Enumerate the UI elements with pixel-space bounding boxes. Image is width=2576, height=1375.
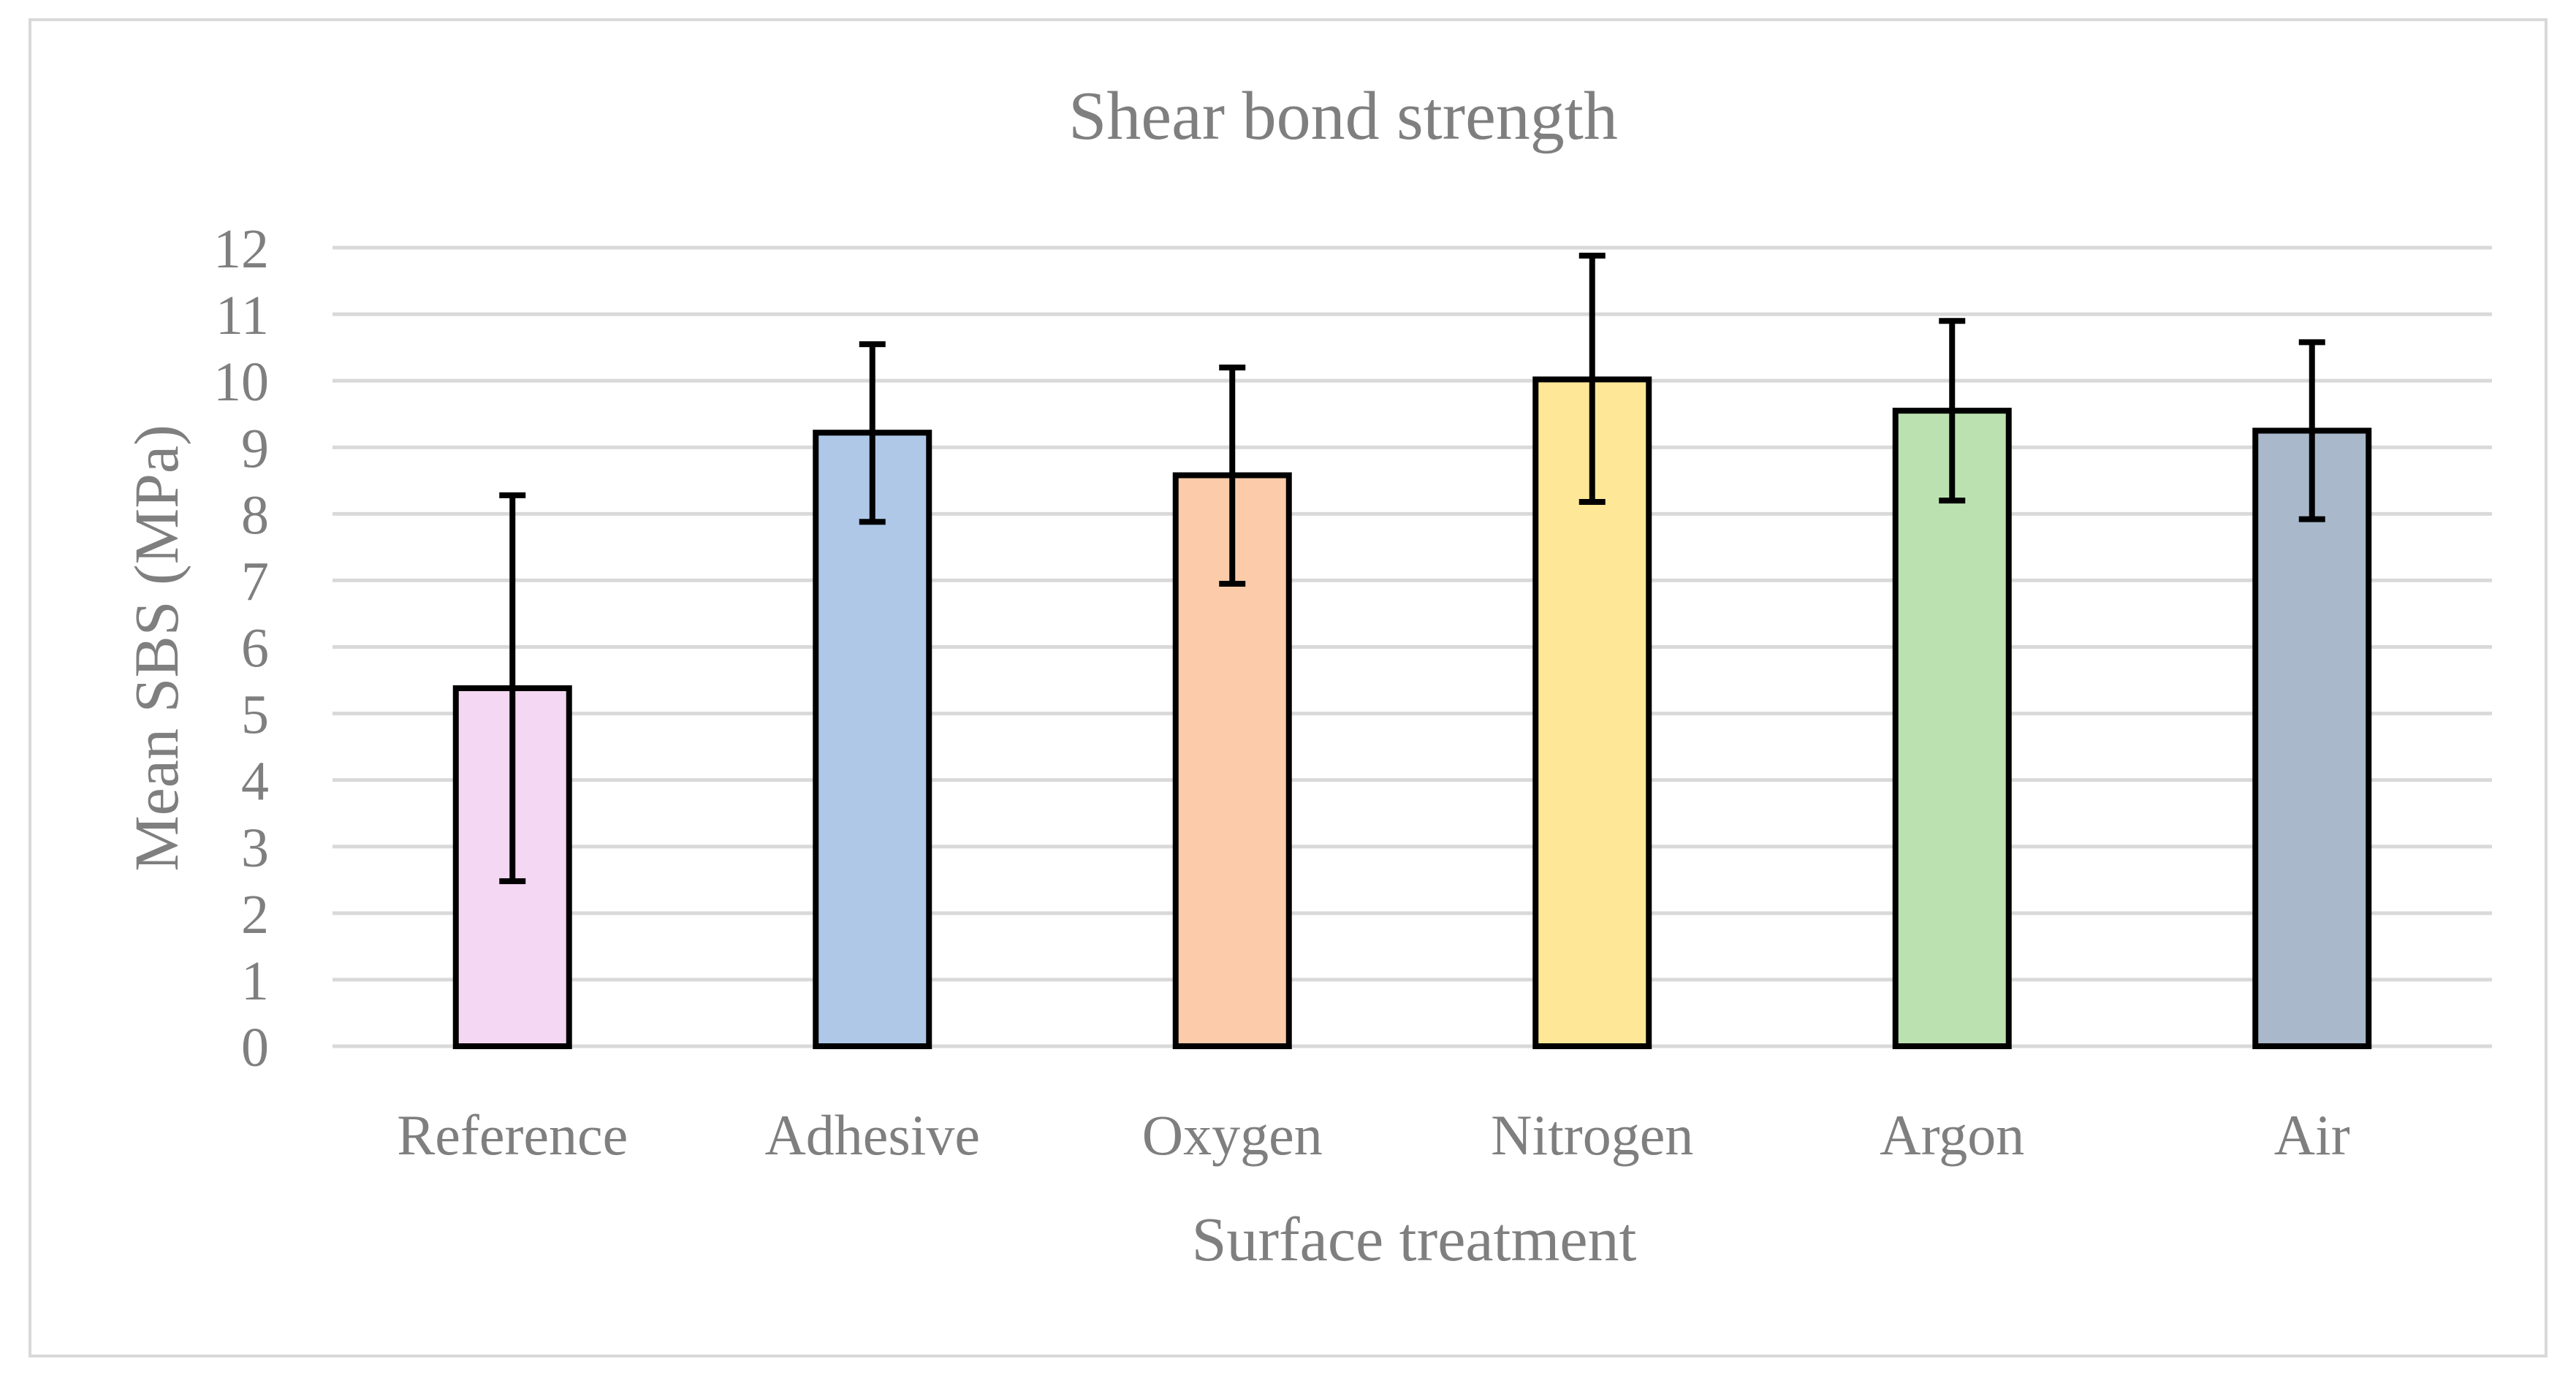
x-tick-label-oxygen: Oxygen xyxy=(1142,1103,1323,1167)
x-tick-label-adhesive: Adhesive xyxy=(764,1103,980,1167)
bar-adhesive xyxy=(813,430,932,1049)
y-tick-label-3: 3 xyxy=(241,818,269,879)
y-tick-label-1: 1 xyxy=(241,951,269,1012)
y-tick-label-8: 8 xyxy=(241,484,269,546)
gridlines xyxy=(333,245,2492,1048)
bar-argon xyxy=(1892,408,2012,1049)
y-tick-label-11: 11 xyxy=(216,285,269,346)
x-tick-label-argon: Argon xyxy=(1880,1103,2024,1167)
x-tick-label-nitrogen: Nitrogen xyxy=(1491,1103,1693,1167)
y-tick-label-4: 4 xyxy=(241,751,269,812)
x-axis-ticks: Reference Adhesive Oxygen Nitrogen Argon Air xyxy=(397,1103,2350,1167)
chart-title: Shear bond strength xyxy=(1068,78,1618,154)
y-tick-label-5: 5 xyxy=(241,685,269,746)
y-tick-label-0: 0 xyxy=(241,1017,269,1078)
y-tick-label-12: 12 xyxy=(213,218,269,280)
bar-air xyxy=(2252,427,2372,1049)
y-tick-label-10: 10 xyxy=(213,351,269,413)
y-tick-label-9: 9 xyxy=(241,418,269,479)
x-tick-label-air: Air xyxy=(2274,1103,2350,1167)
error-bars xyxy=(499,252,2325,885)
y-axis-label: Mean SBS (MPa) xyxy=(121,424,191,872)
y-tick-label-2: 2 xyxy=(241,884,269,945)
bars xyxy=(452,376,2372,1049)
y-tick-label-6: 6 xyxy=(241,618,269,679)
x-tick-label-reference: Reference xyxy=(397,1103,628,1167)
x-axis-label: Surface treatment xyxy=(1192,1204,1637,1274)
y-tick-label-7: 7 xyxy=(241,551,269,612)
